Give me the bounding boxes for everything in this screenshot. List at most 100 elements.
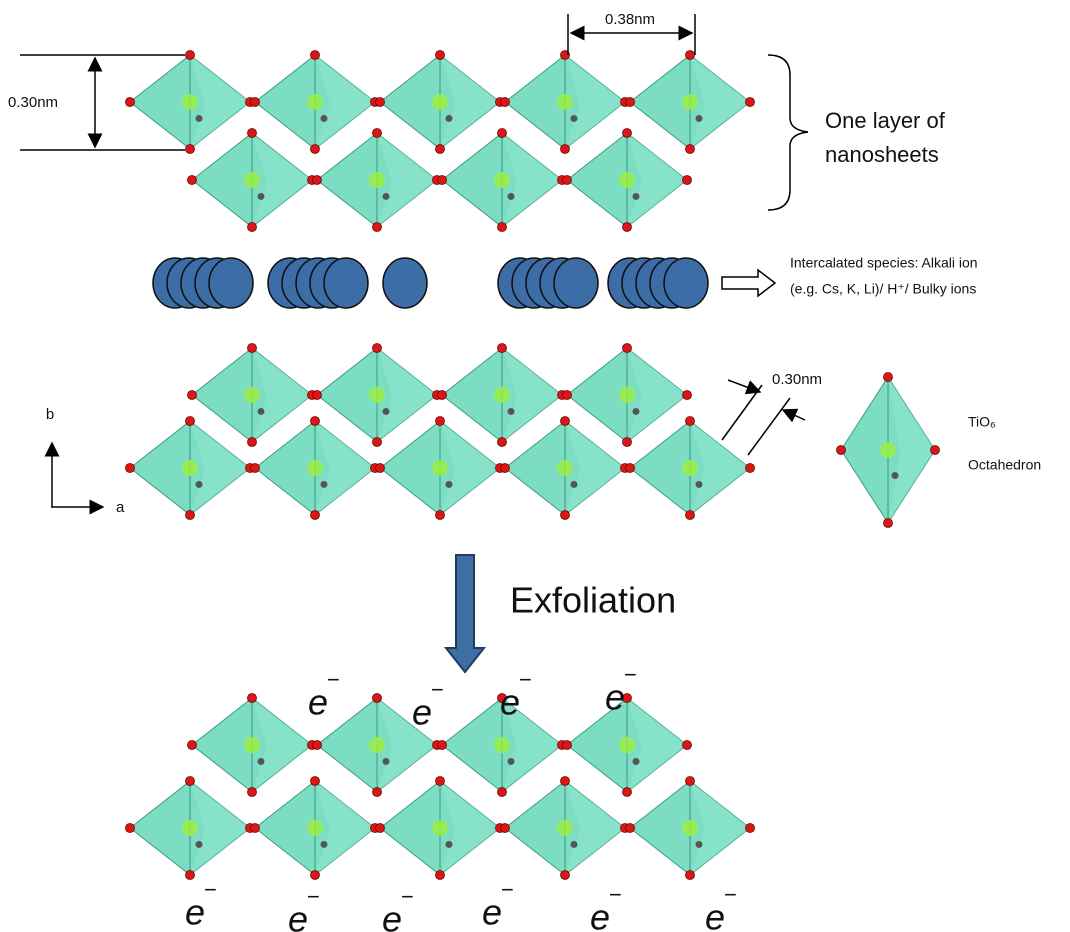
titanium-atom <box>619 737 635 753</box>
oxygen-atom <box>247 787 257 797</box>
titanium-atom <box>619 387 635 403</box>
titanium-atom <box>369 737 385 753</box>
octahedron <box>500 416 630 520</box>
oxygen-atom <box>247 693 257 703</box>
electron-symbol: e <box>382 899 402 932</box>
octahedron-shade <box>190 421 250 515</box>
dimension-label: 0.38nm <box>605 11 655 28</box>
oxygen-atom <box>435 776 445 786</box>
octahedron-shade <box>377 698 437 792</box>
oxygen-atom <box>883 518 893 528</box>
oxygen-atom <box>622 222 632 232</box>
oxygen-atom <box>497 343 507 353</box>
electron-charge: − <box>724 882 737 907</box>
oxygen-atom <box>625 823 635 833</box>
electron-symbol: e <box>500 682 520 723</box>
oxygen-atom <box>632 192 640 200</box>
oxygen-atom <box>437 175 447 185</box>
oxygen-atom <box>500 823 510 833</box>
octahedron <box>625 776 755 880</box>
oxygen-atom <box>883 372 893 382</box>
octahedron-shade <box>502 348 562 442</box>
oxygen-atom <box>320 114 328 122</box>
octahedron-shade <box>377 348 437 442</box>
oxygen-atom <box>445 114 453 122</box>
octahedron <box>437 693 567 797</box>
electron-charge: − <box>501 877 514 902</box>
oxygen-atom <box>562 390 572 400</box>
top-dimension: 0.38nm <box>567 11 696 55</box>
titanium-atom <box>619 172 635 188</box>
ion <box>323 257 369 309</box>
oxygen-atom <box>185 776 195 786</box>
oxygen-atom <box>435 416 445 426</box>
oxygen-atom <box>695 114 703 122</box>
titanium-atom <box>244 387 260 403</box>
octahedron-shade <box>315 421 375 515</box>
oxygen-atom <box>372 128 382 138</box>
electron-symbol: e <box>605 677 625 718</box>
oxygen-atom <box>247 437 257 447</box>
electron-symbol: e <box>185 892 205 932</box>
octahedron <box>187 128 317 232</box>
electron-charge: − <box>609 882 622 907</box>
oxygen-atom <box>560 870 570 880</box>
oxygen-atom <box>632 407 640 415</box>
axis-label: a <box>116 499 125 516</box>
titanium-atom <box>494 737 510 753</box>
ion <box>663 257 709 309</box>
octahedron-shade <box>252 133 312 227</box>
titanium-atom <box>682 820 698 836</box>
oxygen-atom <box>435 144 445 154</box>
oxygen-atom <box>382 192 390 200</box>
electron-charge: − <box>624 662 637 687</box>
octahedron-shade <box>252 348 312 442</box>
axis-label: b <box>46 406 54 423</box>
titanium-atom <box>557 460 573 476</box>
oxygen-atom <box>195 840 203 848</box>
oxygen-atom <box>320 840 328 848</box>
titanium-atom <box>182 820 198 836</box>
dimension-label: 0.30nm <box>8 94 58 111</box>
octahedron <box>125 50 255 154</box>
oxygen-atom <box>310 870 320 880</box>
ion <box>382 257 428 309</box>
left-dimension: 0.30nm <box>8 54 185 151</box>
titanium-atom <box>182 460 198 476</box>
electron-charge: − <box>327 667 340 692</box>
octahedron <box>375 416 505 520</box>
oxygen-atom <box>562 740 572 750</box>
octahedron <box>250 776 380 880</box>
octahedron <box>187 343 317 447</box>
intercalated-label: (e.g. Cs, K, Li)/ H⁺/ Bulky ions <box>790 281 976 297</box>
oxygen-atom <box>682 740 692 750</box>
oxygen-atom <box>185 510 195 520</box>
oxygen-atom <box>836 445 846 455</box>
oxygen-atom <box>435 870 445 880</box>
octahedron <box>125 416 255 520</box>
oxygen-atom <box>622 437 632 447</box>
side-dimension: 0.30nm <box>721 371 822 456</box>
octahedron <box>437 128 567 232</box>
octahedron <box>562 343 692 447</box>
dimension-label: 0.30nm <box>772 371 822 388</box>
octahedron-shade <box>440 781 500 875</box>
titanium-atom <box>307 460 323 476</box>
oxygen-atom <box>622 343 632 353</box>
ion <box>553 257 599 309</box>
oxygen-atom <box>372 222 382 232</box>
brace <box>767 54 809 211</box>
octahedron-shade <box>377 133 437 227</box>
titanium-atom <box>682 94 698 110</box>
octahedron-shade <box>627 698 687 792</box>
octahedron-shade <box>502 133 562 227</box>
oxygen-atom <box>507 407 515 415</box>
oxygen-atom <box>372 693 382 703</box>
oxygen-atom <box>685 870 695 880</box>
axes: b a <box>44 406 125 516</box>
oxygen-atom <box>435 50 445 60</box>
oxygen-atom <box>185 870 195 880</box>
oxygen-atom <box>312 740 322 750</box>
titanium-atom <box>432 94 448 110</box>
oxygen-atom <box>685 416 695 426</box>
